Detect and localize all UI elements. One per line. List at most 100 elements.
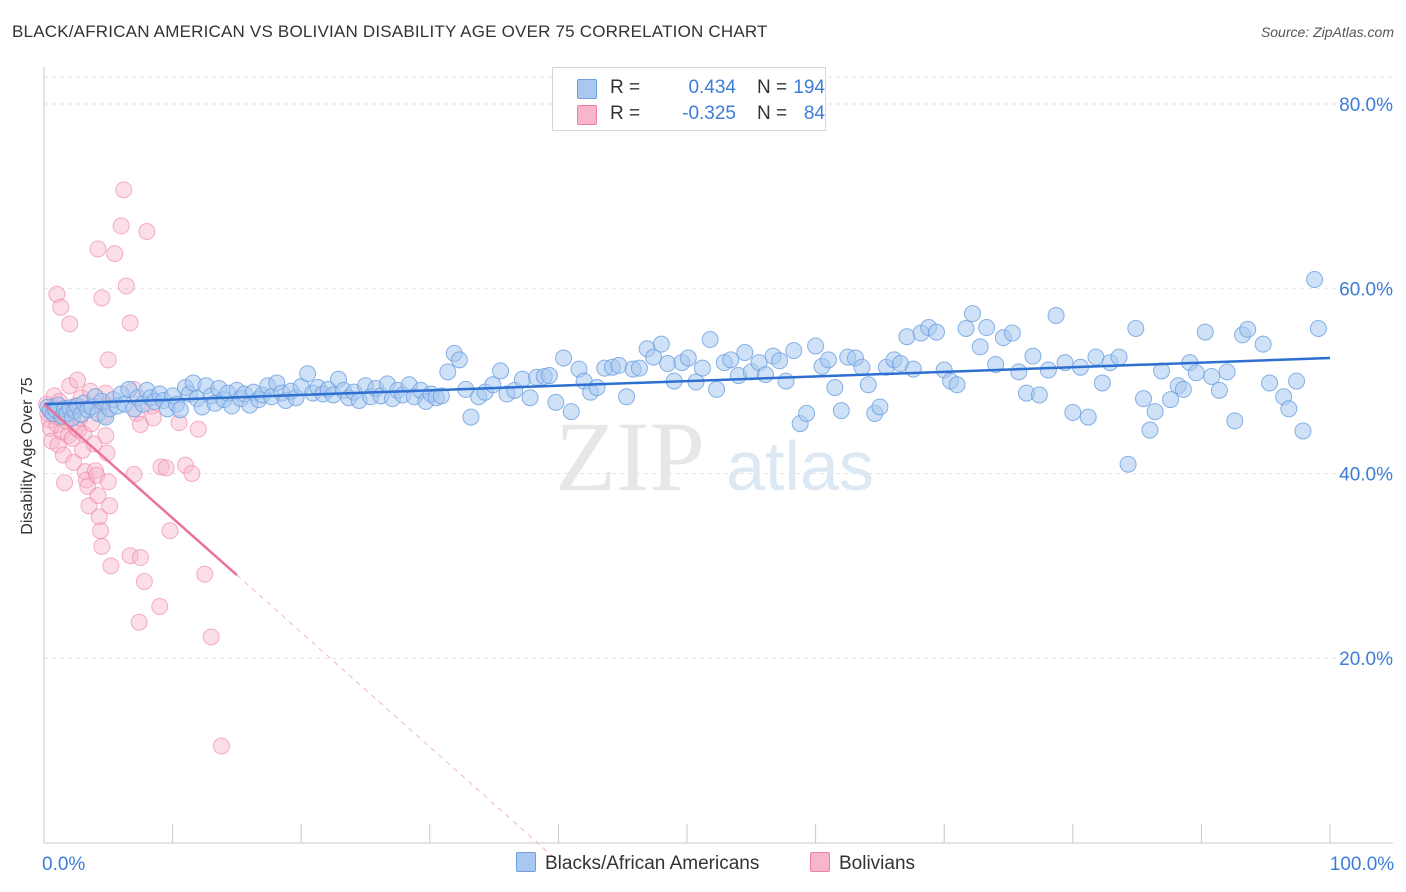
bolivian-point — [48, 285, 66, 303]
black-point — [701, 331, 719, 349]
black-point — [826, 379, 844, 397]
source-label: Source: ZipAtlas.com — [1260, 24, 1394, 40]
bolivian-point — [161, 522, 179, 540]
bolivian-point — [151, 598, 169, 616]
black-point — [521, 389, 539, 407]
black-point — [1146, 403, 1164, 421]
black-point — [1030, 386, 1048, 404]
bottom-legend-swatch-pink — [810, 852, 830, 872]
bolivian-point — [92, 522, 110, 540]
bolivian-point — [196, 565, 214, 583]
bolivian-point — [202, 628, 220, 646]
black-point — [484, 376, 502, 394]
bolivian-point — [130, 613, 148, 631]
black-point — [978, 319, 996, 337]
bolivians-points — [38, 181, 230, 755]
black-point — [1280, 400, 1298, 418]
black-point — [610, 356, 628, 374]
black-point — [1261, 374, 1279, 392]
bottom-legend-blacks[interactable]: Blacks/African Americans — [516, 852, 759, 875]
black-point — [588, 379, 606, 397]
bolivian-point — [101, 497, 119, 515]
black-point — [1306, 270, 1324, 288]
bolivians-trend-extension — [236, 574, 559, 862]
bolivian-point — [121, 314, 139, 332]
black-point — [679, 349, 697, 367]
correlation-legend: R = 0.434 N = 194 R = -0.325 N = 84 — [552, 67, 826, 131]
watermark: ZIP atlas — [555, 401, 874, 512]
black-point — [771, 352, 789, 370]
bolivian-point — [61, 315, 79, 333]
black-point — [1127, 319, 1145, 337]
black-point — [798, 404, 816, 422]
legend-n-label: N = — [757, 103, 788, 124]
bottom-legend-label-blacks: Blacks/African Americans — [545, 853, 760, 874]
bolivian-point — [112, 217, 130, 235]
black-point — [807, 337, 825, 355]
black-point — [1003, 324, 1021, 342]
bolivian-point — [90, 508, 108, 526]
bolivian-point — [93, 289, 111, 307]
black-point — [547, 393, 565, 411]
black-point — [819, 351, 837, 369]
legend-n-value: 84 — [803, 103, 825, 124]
black-point — [1254, 335, 1272, 353]
legend-r-value: 0.434 — [688, 77, 736, 98]
black-point — [898, 328, 916, 346]
watermark-zip: ZIP — [555, 401, 705, 512]
black-point — [722, 351, 740, 369]
bolivian-point — [152, 458, 170, 476]
tick-labels: 20.0% 40.0% 60.0% 80.0% 0.0% 100.0% — [42, 95, 1394, 875]
legend-n-value: 194 — [793, 77, 825, 98]
axis-layer — [43, 67, 1393, 844]
bolivian-point — [68, 371, 86, 389]
legend-swatch-pink — [577, 105, 597, 125]
black-point — [1024, 347, 1042, 365]
black-point — [439, 363, 457, 381]
black-point — [756, 366, 774, 384]
black-point — [987, 355, 1005, 373]
black-point — [1174, 380, 1192, 398]
black-point — [1210, 381, 1228, 399]
black-point — [1226, 412, 1244, 430]
bolivian-point — [106, 245, 124, 263]
bolivian-point — [65, 453, 83, 471]
black-point — [171, 401, 189, 419]
x-tick-label: 0.0% — [42, 854, 85, 875]
legend-swatch-blue — [577, 79, 597, 99]
bolivian-point — [117, 277, 135, 295]
black-point — [492, 362, 510, 380]
black-point — [963, 305, 981, 323]
black-point — [871, 398, 889, 416]
bolivian-point — [99, 351, 117, 369]
black-point — [450, 351, 468, 369]
black-point — [652, 335, 670, 353]
bolivian-point — [77, 471, 95, 489]
black-point — [927, 323, 945, 341]
black-point — [853, 358, 871, 376]
black-point — [618, 388, 636, 406]
black-point — [1141, 421, 1159, 439]
bolivian-point — [138, 222, 156, 240]
black-point — [659, 355, 677, 373]
black-point — [1196, 323, 1214, 341]
bolivian-point — [115, 181, 133, 199]
black-point — [1093, 374, 1111, 392]
black-point — [562, 403, 580, 421]
black-point — [1110, 348, 1128, 366]
black-point — [832, 402, 850, 420]
black-point — [1288, 372, 1306, 390]
bottom-legend-bolivians[interactable]: Bolivians — [810, 852, 915, 875]
bolivian-point — [131, 549, 149, 567]
legend-r-value: -0.325 — [682, 103, 736, 124]
y-axis-label: Disability Age Over 75 — [19, 377, 36, 535]
black-point — [1064, 404, 1082, 422]
black-point — [1218, 363, 1236, 381]
bolivian-point — [212, 737, 230, 755]
black-point — [555, 349, 573, 367]
black-point — [1010, 363, 1028, 381]
black-point — [432, 387, 450, 405]
black-point — [1119, 455, 1137, 473]
black-point — [1187, 364, 1205, 382]
black-point — [957, 319, 975, 337]
